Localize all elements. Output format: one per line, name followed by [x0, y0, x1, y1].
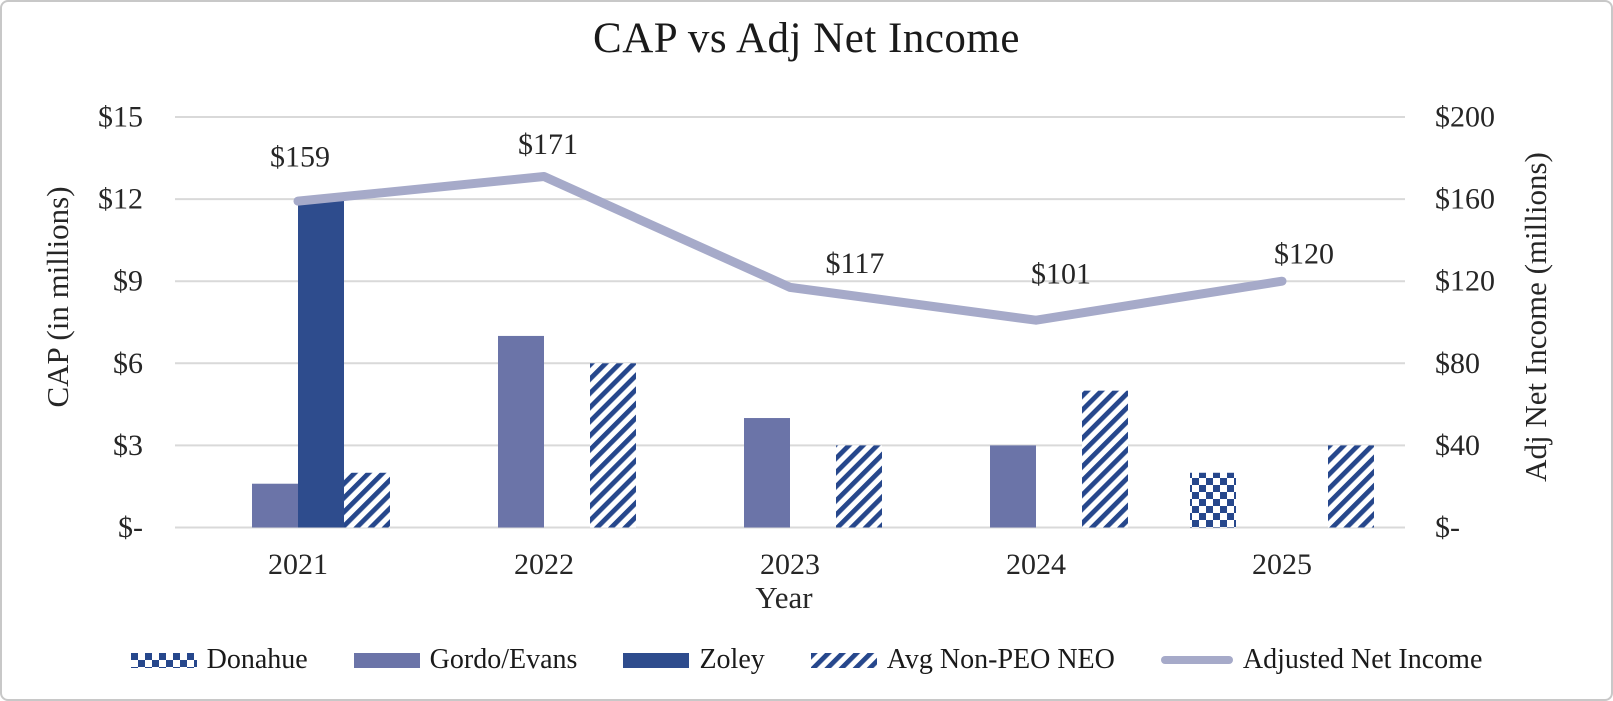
legend-label-donahue: Donahue: [206, 644, 308, 675]
x-axis-title: Year: [755, 580, 813, 615]
legend-label-gordo-evans: Gordo/Evans: [429, 644, 578, 675]
bar-gordo-evans-2022: [498, 335, 544, 528]
line-data-label-2024: $101: [1031, 258, 1091, 291]
left-axis-tick-0: $15: [98, 101, 143, 134]
bar-avg-non-peo-neo-2023: [836, 445, 882, 528]
left-axis-tick-2: $9: [113, 265, 143, 298]
right-axis-title: Adj Net Income (millions): [1518, 152, 1553, 482]
legend-label-adjusted-net-income: Adjusted Net Income: [1242, 644, 1483, 675]
line-data-label-2025: $120: [1274, 238, 1334, 271]
bar-avg-non-peo-neo-2025: [1328, 445, 1374, 528]
x-tick-2025: 2025: [1252, 548, 1312, 581]
right-axis-tick-5: $-: [1435, 511, 1460, 544]
left-axis-title: CAP (in millions): [40, 186, 75, 407]
x-tick-2023: 2023: [760, 548, 820, 581]
x-tick-2024: 2024: [1006, 548, 1066, 581]
adjusted-net-income-line: [293, 172, 1287, 325]
right-axis-tick-3: $80: [1435, 347, 1480, 380]
bar-donahue-2025: [1190, 472, 1236, 528]
x-tick-2022: 2022: [514, 548, 574, 581]
bar-gordo-evans-2023: [744, 418, 790, 528]
bar-avg-non-peo-neo-2022: [590, 363, 636, 528]
solid-gordo-swatch-icon: [353, 652, 420, 668]
chart-legend: Donahue Gordo/Evans Zoley Avg Non-PEO NEO Ad…: [2, 640, 1611, 680]
legend-item-avg-non-peo-neo: Avg Non-PEO NEO: [810, 644, 1115, 676]
left-axis-tick-3: $6: [113, 347, 143, 380]
legend-item-adjusted-net-income: Adjusted Net Income: [1160, 644, 1483, 676]
bar-avg-non-peo-neo-2021: [344, 472, 390, 528]
bar-avg-non-peo-neo-2024: [1082, 390, 1128, 528]
line-data-label-2023: $117: [826, 247, 885, 280]
right-axis-tick-1: $160: [1435, 183, 1495, 216]
line-swatch-icon: [1160, 656, 1233, 664]
right-axis-tick-4: $40: [1435, 429, 1480, 462]
right-axis-tick-2: $120: [1435, 265, 1495, 298]
bar-gordo-evans-2024: [990, 445, 1036, 528]
left-axis-tick-1: $12: [98, 183, 143, 216]
legend-item-donahue: Donahue: [130, 644, 308, 676]
bar-gordo-evans-2021: [252, 483, 298, 528]
x-tick-2021: 2021: [268, 548, 328, 581]
stripe-swatch-icon: [810, 652, 877, 668]
right-axis-tick-0: $200: [1435, 101, 1495, 134]
left-axis-tick-4: $3: [113, 429, 143, 462]
checker-swatch-icon: [130, 652, 197, 668]
solid-zoley-swatch-icon: [623, 652, 690, 668]
line-data-label-2022: $171: [518, 128, 578, 161]
bar-zoley-2021: [298, 199, 344, 528]
legend-item-zoley: Zoley: [623, 644, 765, 676]
generated-chart-layer: $15 $200 $12 $160 $9 $120 $6 $80 $3 $40 $- $- $159 $1…: [98, 101, 1495, 582]
legend-label-zoley: Zoley: [699, 644, 765, 675]
left-axis-tick-5: $-: [118, 511, 143, 544]
chart-title: CAP vs Adj Net Income: [593, 15, 1020, 62]
legend-label-avg-non-peo-neo: Avg Non-PEO NEO: [886, 644, 1115, 675]
legend-item-gordo-evans: Gordo/Evans: [353, 644, 578, 676]
line-data-label-2021: $159: [270, 141, 330, 174]
